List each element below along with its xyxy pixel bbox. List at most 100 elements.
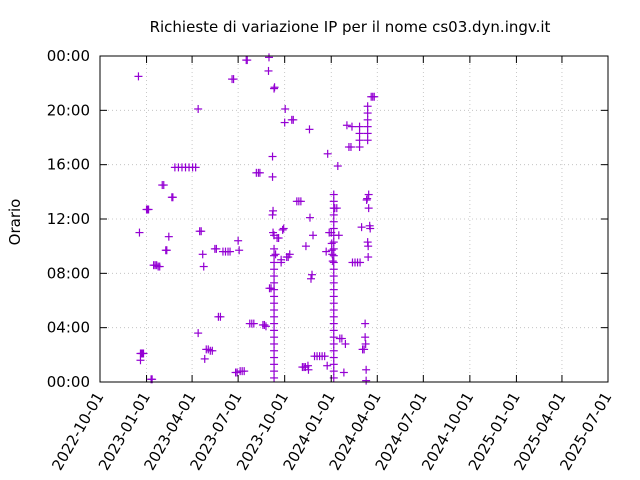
data-point bbox=[270, 299, 279, 308]
data-point bbox=[155, 262, 164, 271]
y-tick-label: 08:00 bbox=[47, 264, 90, 282]
data-point bbox=[270, 278, 279, 287]
data-point bbox=[261, 322, 270, 331]
data-point bbox=[329, 265, 338, 274]
data-point bbox=[240, 367, 249, 376]
data-point bbox=[216, 312, 225, 321]
data-point bbox=[323, 361, 332, 370]
data-point bbox=[305, 213, 314, 222]
data-point bbox=[333, 162, 342, 171]
data-point bbox=[226, 247, 235, 256]
data-point bbox=[329, 306, 338, 315]
data-point bbox=[361, 333, 370, 342]
data-point bbox=[342, 121, 351, 130]
data-point bbox=[339, 368, 348, 377]
data-point bbox=[309, 231, 318, 240]
data-points bbox=[134, 53, 379, 385]
y-tick-label: 20:00 bbox=[47, 101, 90, 119]
y-tick-label: 04:00 bbox=[47, 319, 90, 337]
data-point bbox=[363, 194, 372, 203]
data-point bbox=[270, 244, 279, 253]
data-point bbox=[269, 206, 278, 215]
data-point bbox=[329, 251, 338, 260]
data-point bbox=[194, 104, 203, 113]
data-point bbox=[329, 224, 338, 233]
data-point bbox=[289, 115, 298, 124]
data-point bbox=[304, 365, 313, 374]
data-point bbox=[270, 346, 279, 355]
data-point bbox=[355, 143, 364, 152]
data-point bbox=[329, 292, 338, 301]
data-point bbox=[329, 319, 338, 328]
data-point bbox=[162, 246, 171, 255]
data-point bbox=[305, 125, 314, 134]
data-point bbox=[323, 149, 332, 158]
data-point bbox=[364, 190, 373, 199]
data-point bbox=[270, 319, 279, 328]
data-point bbox=[271, 250, 280, 259]
data-point bbox=[191, 163, 200, 172]
data-point bbox=[329, 299, 338, 308]
data-point bbox=[362, 376, 371, 385]
data-point bbox=[243, 56, 252, 65]
data-point bbox=[168, 193, 177, 202]
data-point bbox=[270, 251, 279, 260]
data-point bbox=[355, 136, 364, 145]
data-point bbox=[370, 92, 379, 101]
data-point bbox=[329, 367, 338, 376]
data-point bbox=[361, 319, 370, 328]
y-tick-label: 16:00 bbox=[47, 156, 90, 174]
data-point bbox=[264, 66, 273, 75]
data-point bbox=[270, 265, 279, 274]
data-point bbox=[329, 210, 338, 219]
data-point bbox=[278, 225, 287, 234]
data-point bbox=[229, 75, 238, 84]
data-point bbox=[285, 250, 294, 259]
data-point bbox=[329, 217, 338, 226]
data-point bbox=[363, 109, 372, 118]
data-point bbox=[363, 122, 372, 131]
data-point bbox=[363, 115, 372, 124]
data-point bbox=[208, 346, 217, 355]
data-point bbox=[329, 244, 338, 253]
data-point bbox=[135, 228, 144, 237]
data-point bbox=[360, 345, 369, 354]
data-point bbox=[235, 246, 244, 255]
y-tick-label: 00:00 bbox=[47, 47, 90, 65]
data-point bbox=[279, 224, 288, 233]
data-point bbox=[270, 360, 279, 369]
data-point bbox=[362, 365, 371, 374]
data-point bbox=[301, 242, 310, 251]
data-point bbox=[329, 197, 338, 206]
data-point bbox=[329, 326, 338, 335]
data-point bbox=[363, 102, 372, 111]
data-point bbox=[249, 319, 258, 328]
data-point bbox=[280, 118, 289, 127]
data-point bbox=[366, 224, 375, 233]
data-point bbox=[329, 360, 338, 369]
data-point bbox=[337, 334, 346, 343]
data-point bbox=[357, 223, 366, 232]
data-point bbox=[364, 242, 373, 251]
y-tick-label: 12:00 bbox=[47, 210, 90, 228]
data-point bbox=[363, 136, 372, 145]
data-point bbox=[329, 238, 338, 247]
data-point bbox=[306, 274, 315, 283]
data-point bbox=[355, 129, 364, 138]
data-point bbox=[274, 234, 283, 243]
data-point bbox=[194, 329, 203, 338]
y-tick-label: 00:00 bbox=[47, 373, 90, 391]
data-point bbox=[139, 349, 148, 358]
data-point bbox=[296, 197, 305, 206]
data-point bbox=[270, 326, 279, 335]
data-point bbox=[327, 239, 336, 248]
data-point bbox=[260, 320, 269, 329]
data-point bbox=[347, 122, 356, 131]
data-point bbox=[270, 367, 279, 376]
data-point bbox=[264, 53, 273, 62]
data-point bbox=[329, 339, 338, 348]
data-point bbox=[356, 258, 365, 267]
data-point bbox=[270, 285, 279, 294]
data-point bbox=[270, 258, 279, 267]
data-point bbox=[329, 353, 338, 362]
